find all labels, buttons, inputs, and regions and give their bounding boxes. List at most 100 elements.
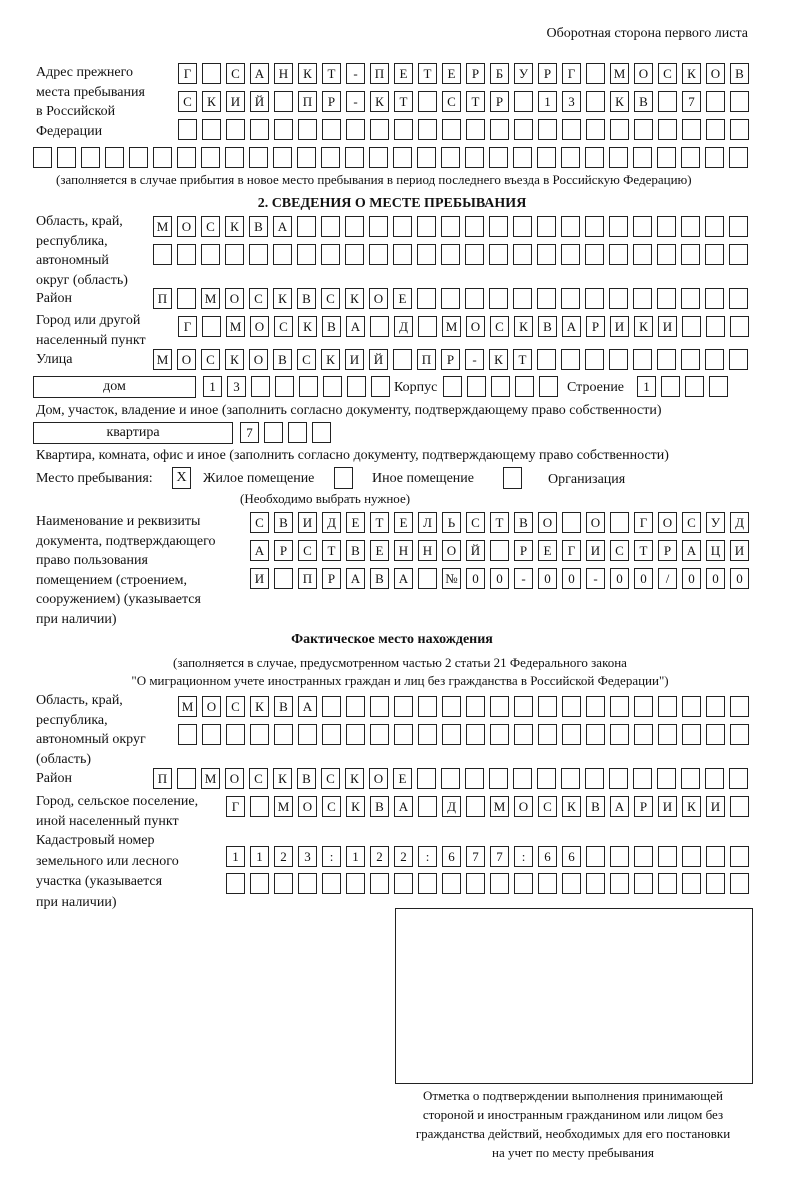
char-cell[interactable]	[393, 216, 412, 237]
char-cell[interactable]: Р	[322, 91, 341, 112]
char-cell[interactable]	[297, 244, 316, 265]
char-cell[interactable]: У	[514, 63, 533, 84]
char-cell[interactable]	[634, 696, 653, 717]
char-cell[interactable]	[323, 376, 342, 397]
char-cell[interactable]	[513, 244, 532, 265]
char-cell[interactable]: Т	[513, 349, 532, 370]
char-cell[interactable]	[633, 244, 652, 265]
char-cell[interactable]: К	[298, 316, 317, 337]
char-cell[interactable]	[610, 873, 629, 894]
char-cell[interactable]	[441, 147, 460, 168]
char-cell[interactable]	[513, 288, 532, 309]
char-cell[interactable]	[562, 119, 581, 140]
char-cell[interactable]	[538, 696, 557, 717]
char-cell[interactable]	[225, 147, 244, 168]
char-cell[interactable]: К	[514, 316, 533, 337]
char-cell[interactable]	[249, 244, 268, 265]
char-cell[interactable]: :	[514, 846, 533, 867]
char-cell[interactable]	[226, 873, 245, 894]
char-cell[interactable]	[442, 696, 461, 717]
char-cell[interactable]	[682, 119, 701, 140]
char-cell[interactable]	[586, 724, 605, 745]
char-cell[interactable]	[561, 216, 580, 237]
char-cell[interactable]	[633, 349, 652, 370]
char-cell[interactable]	[658, 119, 677, 140]
char-cell[interactable]: А	[250, 540, 269, 561]
char-cell[interactable]	[729, 288, 748, 309]
char-cell[interactable]: В	[322, 316, 341, 337]
char-cell[interactable]	[371, 376, 390, 397]
char-cell[interactable]: Г	[562, 63, 581, 84]
char-cell[interactable]: О	[177, 349, 196, 370]
char-cell[interactable]: В	[273, 349, 292, 370]
char-cell[interactable]	[251, 376, 270, 397]
char-cell[interactable]: 1	[203, 376, 222, 397]
char-cell[interactable]	[681, 216, 700, 237]
char-cell[interactable]	[393, 244, 412, 265]
char-cell[interactable]	[609, 244, 628, 265]
char-cell[interactable]: К	[225, 349, 244, 370]
char-cell[interactable]: К	[682, 63, 701, 84]
char-cell[interactable]: О	[658, 512, 677, 533]
char-cell[interactable]	[465, 288, 484, 309]
char-cell[interactable]: Т	[370, 512, 389, 533]
char-cell[interactable]: А	[394, 796, 413, 817]
char-cell[interactable]: 6	[442, 846, 461, 867]
char-cell[interactable]: Р	[274, 540, 293, 561]
char-cell[interactable]	[274, 873, 293, 894]
char-cell[interactable]: Д	[394, 316, 413, 337]
char-cell[interactable]	[681, 768, 700, 789]
char-cell[interactable]	[370, 873, 389, 894]
char-cell[interactable]: С	[298, 540, 317, 561]
char-cell[interactable]: Й	[369, 349, 388, 370]
char-cell[interactable]	[514, 696, 533, 717]
char-cell[interactable]	[33, 147, 52, 168]
char-cell[interactable]	[586, 873, 605, 894]
char-cell[interactable]	[489, 216, 508, 237]
char-cell[interactable]	[321, 216, 340, 237]
char-cell[interactable]	[537, 216, 556, 237]
char-cell[interactable]: С	[538, 796, 557, 817]
char-cell[interactable]	[202, 119, 221, 140]
char-cell[interactable]	[730, 316, 749, 337]
char-cell[interactable]: П	[298, 91, 317, 112]
char-cell[interactable]	[586, 63, 605, 84]
char-cell[interactable]	[201, 147, 220, 168]
char-cell[interactable]: И	[345, 349, 364, 370]
char-cell[interactable]: Р	[658, 540, 677, 561]
char-cell[interactable]	[609, 768, 628, 789]
char-cell[interactable]: М	[201, 768, 220, 789]
char-cell[interactable]: Н	[418, 540, 437, 561]
char-cell[interactable]: К	[346, 796, 365, 817]
char-cell[interactable]	[681, 288, 700, 309]
char-cell[interactable]: А	[610, 796, 629, 817]
char-cell[interactable]	[709, 376, 728, 397]
char-cell[interactable]: Г	[178, 63, 197, 84]
char-cell[interactable]	[634, 724, 653, 745]
char-cell[interactable]: С	[201, 216, 220, 237]
char-cell[interactable]	[706, 873, 725, 894]
char-cell[interactable]	[250, 119, 269, 140]
char-cell[interactable]	[705, 349, 724, 370]
char-cell[interactable]	[562, 512, 581, 533]
char-cell[interactable]	[466, 873, 485, 894]
char-cell[interactable]	[490, 724, 509, 745]
char-cell[interactable]: Р	[466, 63, 485, 84]
char-cell[interactable]	[225, 244, 244, 265]
char-cell[interactable]: В	[297, 768, 316, 789]
char-cell[interactable]	[417, 288, 436, 309]
char-cell[interactable]	[394, 873, 413, 894]
char-cell[interactable]	[345, 244, 364, 265]
char-cell[interactable]	[465, 768, 484, 789]
char-cell[interactable]	[417, 147, 436, 168]
char-cell[interactable]	[633, 147, 652, 168]
char-cell[interactable]: 0	[490, 568, 509, 589]
char-cell[interactable]	[585, 147, 604, 168]
char-cell[interactable]: О	[202, 696, 221, 717]
char-cell[interactable]	[633, 288, 652, 309]
char-cell[interactable]	[609, 216, 628, 237]
char-cell[interactable]	[250, 873, 269, 894]
char-cell[interactable]: К	[370, 91, 389, 112]
char-cell[interactable]	[394, 119, 413, 140]
char-cell[interactable]	[681, 244, 700, 265]
